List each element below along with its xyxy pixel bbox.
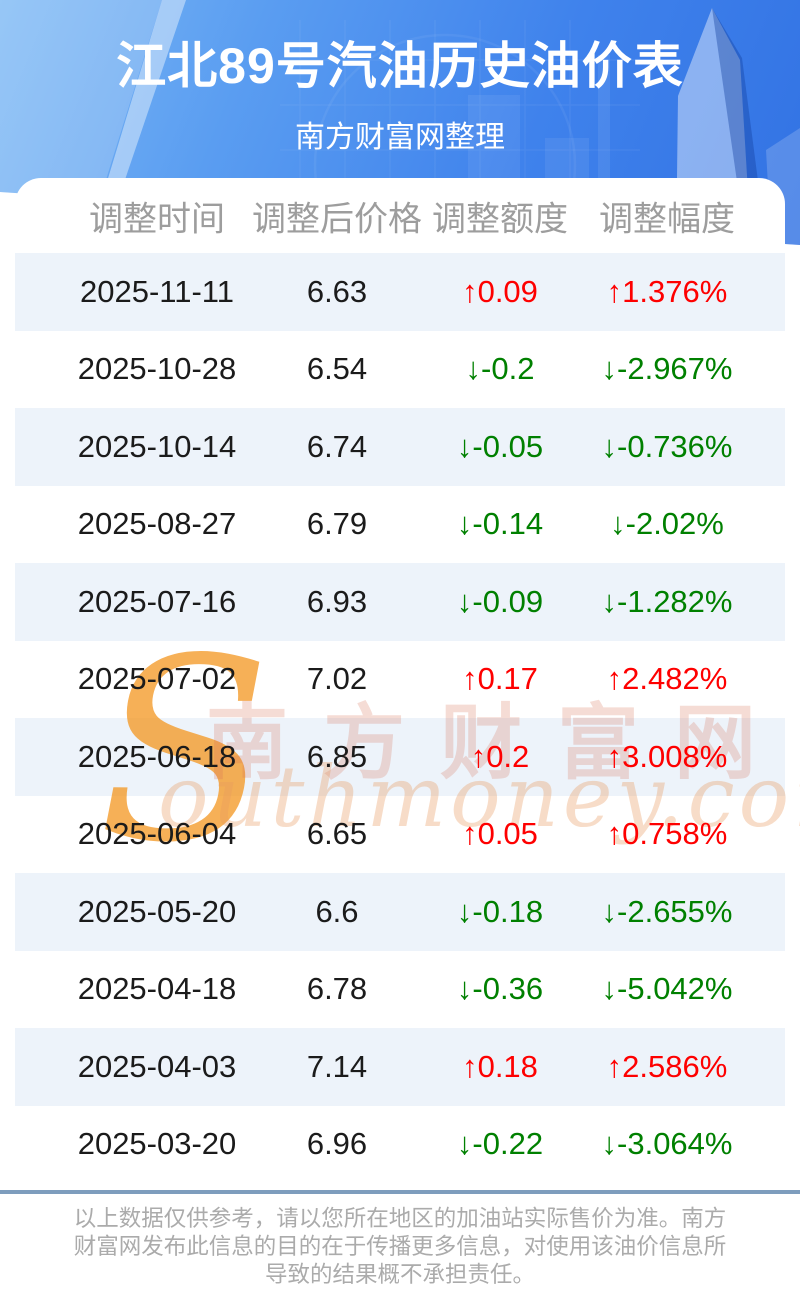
column-header-date: 调整时间 <box>89 200 225 238</box>
date-cell: 2025-04-18 <box>77 971 237 1007</box>
change-cell: ↑0.17 <box>462 661 538 697</box>
table-row: 2025-11-11 6.63 ↑0.09 ↑1.376% <box>15 253 785 331</box>
change-cell: ↓-0.18 <box>456 893 544 929</box>
date-cell: 2025-06-04 <box>77 816 237 852</box>
change-cell: ↓-0.22 <box>456 1126 544 1162</box>
column-header-price: 调整后价格 <box>252 200 422 238</box>
price-cell: 6.74 <box>306 428 368 464</box>
column-header-change: 调整额度 <box>432 200 568 238</box>
price-cell: 6.54 <box>306 351 368 387</box>
table-row: 2025-06-18 6.85 ↑0.2 ↑3.008% <box>15 718 785 796</box>
change-cell: ↑0.2 <box>470 738 530 774</box>
price-cell: 7.14 <box>306 1048 368 1084</box>
page-footer: 以上数据仅供参考，请以您所在地区的加油站实际售价为准。南方财富网发布此信息的目的… <box>0 1205 800 1289</box>
column-header-change-pct: 调整幅度 <box>599 200 735 238</box>
change-pct-cell: ↓-0.736% <box>601 428 733 464</box>
change-pct-cell: ↓-2.967% <box>601 351 733 387</box>
date-cell: 2025-07-02 <box>77 661 237 697</box>
page-title: 江北89号汽油历史油价表 <box>116 38 684 94</box>
change-pct-cell: ↑0.758% <box>606 816 728 852</box>
change-cell: ↑0.09 <box>462 273 538 309</box>
price-cell: 6.78 <box>306 971 368 1007</box>
date-cell: 2025-05-20 <box>77 893 237 929</box>
date-cell: 2025-10-28 <box>77 351 237 387</box>
change-cell: ↓-0.14 <box>456 506 544 542</box>
table-row: 2025-04-03 7.14 ↑0.18 ↑2.586% <box>15 1028 785 1106</box>
change-cell: ↓-0.36 <box>456 971 544 1007</box>
price-cell: 6.85 <box>306 738 368 774</box>
table-row: 2025-10-14 6.74 ↓-0.05 ↓-0.736% <box>15 408 785 486</box>
price-cell: 6.79 <box>306 506 368 542</box>
table-card: 调整时间 调整后价格 调整额度 调整幅度 2025-11-11 6.63 ↑0.… <box>15 178 785 1290</box>
date-cell: 2025-08-27 <box>77 506 237 542</box>
table-row: 2025-10-28 6.54 ↓-0.2 ↓-2.967% <box>15 331 785 409</box>
date-cell: 2025-10-14 <box>77 428 237 464</box>
date-cell: 2025-06-18 <box>77 738 237 774</box>
change-cell: ↓-0.2 <box>465 351 535 387</box>
price-cell: 6.63 <box>306 273 368 309</box>
footer-divider <box>0 1190 800 1194</box>
table-body: 2025-11-11 6.63 ↑0.09 ↑1.376% 2025-10-28… <box>15 253 785 1183</box>
date-cell: 2025-11-11 <box>80 273 234 309</box>
change-pct-cell: ↓-3.064% <box>601 1126 733 1162</box>
change-cell: ↑0.18 <box>462 1048 538 1084</box>
date-cell: 2025-04-03 <box>77 1048 237 1084</box>
date-cell: 2025-03-20 <box>77 1126 237 1162</box>
change-pct-cell: ↓-2.655% <box>601 893 733 929</box>
change-pct-cell: ↓-5.042% <box>601 971 733 1007</box>
price-cell: 7.02 <box>306 661 368 697</box>
change-cell: ↑0.05 <box>462 816 538 852</box>
page-subtitle: 南方财富网整理 <box>295 121 505 154</box>
price-cell: 6.96 <box>306 1126 368 1162</box>
footer-disclaimer: 以上数据仅供参考，请以您所在地区的加油站实际售价为准。南方财富网发布此信息的目的… <box>73 1206 727 1287</box>
table-header-row: 调整时间 调整后价格 调整额度 调整幅度 <box>15 178 785 253</box>
date-cell: 2025-07-16 <box>77 583 237 619</box>
change-pct-cell: ↓-2.02% <box>610 506 724 542</box>
change-pct-cell: ↑3.008% <box>606 738 728 774</box>
price-cell: 6.6 <box>315 893 359 929</box>
table-row: 2025-08-27 6.79 ↓-0.14 ↓-2.02% <box>15 486 785 564</box>
table-row: 2025-07-16 6.93 ↓-0.09 ↓-1.282% <box>15 563 785 641</box>
table-row: 2025-05-20 6.6 ↓-0.18 ↓-2.655% <box>15 873 785 951</box>
change-pct-cell: ↑2.586% <box>606 1048 728 1084</box>
table-row: 2025-04-18 6.78 ↓-0.36 ↓-5.042% <box>15 951 785 1029</box>
change-cell: ↓-0.09 <box>456 583 544 619</box>
table-row: 2025-07-02 7.02 ↑0.17 ↑2.482% <box>15 641 785 719</box>
change-pct-cell: ↑2.482% <box>606 661 728 697</box>
table-row: 2025-03-20 6.96 ↓-0.22 ↓-3.064% <box>15 1106 785 1184</box>
price-cell: 6.65 <box>306 816 368 852</box>
change-pct-cell: ↓-1.282% <box>601 583 733 619</box>
table-row: 2025-06-04 6.65 ↑0.05 ↑0.758% <box>15 796 785 874</box>
change-cell: ↓-0.05 <box>456 428 544 464</box>
change-pct-cell: ↑1.376% <box>606 273 728 309</box>
price-cell: 6.93 <box>306 583 368 619</box>
